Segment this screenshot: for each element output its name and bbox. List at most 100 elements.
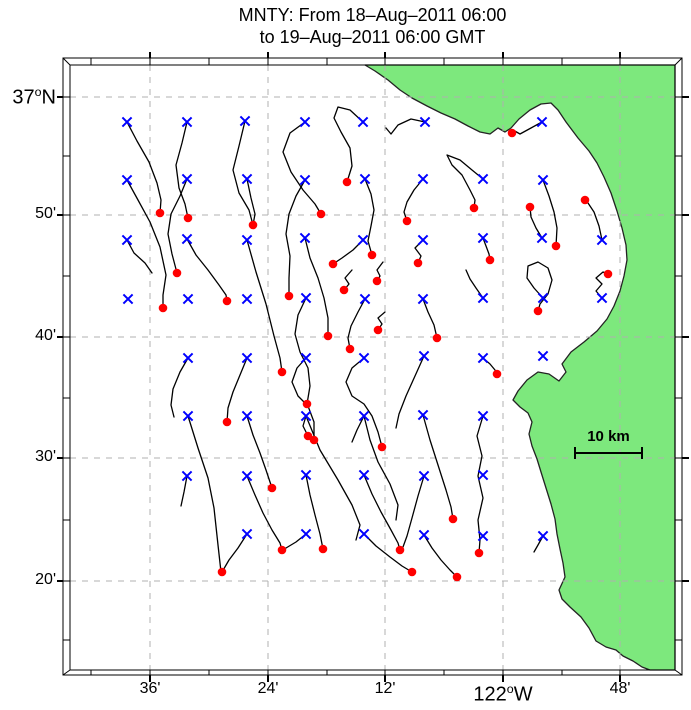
frame-corner (62, 669, 71, 676)
start-x-marker (417, 173, 429, 185)
start-x-marker (358, 352, 370, 364)
x-tick-label: 24' (257, 680, 279, 697)
trajectory-path (126, 239, 153, 274)
end-dot-marker (277, 545, 287, 555)
end-dot-marker (533, 306, 543, 316)
start-x-marker (358, 410, 370, 422)
trajectory-path (584, 199, 603, 241)
trajectory-path (422, 298, 438, 339)
trajectory-path (285, 179, 306, 297)
start-x-marker (181, 173, 193, 185)
start-x-marker (477, 173, 489, 185)
end-dot-marker (603, 269, 613, 279)
end-dot-marker (284, 291, 294, 301)
trajectory-path (529, 206, 543, 239)
trajectory-path (395, 355, 425, 429)
frame-corner (62, 57, 71, 66)
end-dot-marker (172, 268, 182, 278)
start-x-marker (477, 410, 489, 422)
end-dot-marker (328, 259, 338, 269)
start-x-marker (417, 234, 429, 246)
start-x-marker (359, 173, 371, 185)
start-x-marker (181, 233, 193, 245)
end-dot-marker (267, 483, 277, 493)
start-x-marker (418, 350, 430, 362)
start-x-marker (182, 410, 194, 422)
end-dot-marker (342, 177, 352, 187)
start-x-marker (121, 234, 133, 246)
trajectory-path (126, 179, 167, 309)
end-dot-marker (580, 195, 590, 205)
end-dot-marker (551, 241, 561, 251)
start-x-marker (300, 410, 312, 422)
start-x-marker (357, 116, 369, 128)
trajectory-path (333, 106, 364, 183)
trajectory-path (351, 415, 365, 443)
start-x-marker (239, 115, 251, 127)
end-dot-marker (492, 369, 502, 379)
start-x-marker (300, 469, 312, 481)
start-x-marker (477, 232, 489, 244)
start-x-marker (182, 352, 194, 364)
trajectory-path (595, 271, 609, 299)
trajectory-path (126, 121, 162, 214)
trajectory-path (511, 121, 543, 135)
trajectory-path (232, 120, 254, 226)
frame-inner (69, 64, 676, 671)
end-dot-marker (318, 544, 328, 554)
end-dot-marker (474, 548, 484, 558)
end-dot-marker (277, 367, 287, 377)
start-x-marker (537, 292, 549, 304)
trajectory-path (305, 474, 324, 550)
trajectory-path (476, 415, 484, 554)
end-dot-marker (373, 325, 383, 335)
end-dot-marker (525, 202, 535, 212)
start-x-marker (241, 352, 253, 364)
landmass-coastline (364, 64, 676, 671)
trajectory-path (363, 474, 401, 551)
x-tick-label: 12' (374, 680, 396, 697)
end-dot-marker (448, 514, 458, 524)
start-x-marker (418, 470, 430, 482)
start-x-marker (299, 116, 311, 128)
end-dot-marker (302, 399, 312, 409)
end-dot-marker (469, 203, 479, 213)
trajectory-path (465, 269, 484, 299)
trajectory-path (364, 178, 375, 256)
start-x-marker (300, 352, 312, 364)
start-x-marker (241, 470, 253, 482)
end-dot-marker (323, 331, 333, 341)
end-dot-marker (222, 296, 232, 306)
trajectory-path (304, 237, 329, 337)
start-x-marker (536, 116, 548, 128)
end-dot-marker (183, 213, 193, 223)
trajectory-path (305, 415, 361, 541)
start-x-marker (358, 528, 370, 540)
end-dot-marker (395, 545, 405, 555)
trajectory-path (246, 239, 283, 373)
y-tick-label: 37oN (12, 85, 56, 109)
start-x-marker (241, 410, 253, 422)
trajectory-path (175, 121, 189, 219)
y-tick-label: 40' (35, 327, 56, 344)
scale-bar-label: 10 km (587, 428, 630, 445)
end-dot-marker (402, 216, 412, 226)
trajectory-path (282, 121, 322, 215)
trajectory-path (246, 475, 283, 551)
end-dot-marker (217, 567, 227, 577)
end-dot-marker (407, 567, 417, 577)
end-dot-marker (248, 220, 258, 230)
start-x-marker (299, 174, 311, 186)
start-x-marker (537, 174, 549, 186)
frame-corner (674, 669, 683, 676)
end-dot-marker (367, 250, 377, 260)
trajectory-path (423, 534, 458, 578)
start-x-marker (596, 234, 608, 246)
end-dot-marker (372, 276, 382, 286)
start-x-marker (182, 293, 194, 305)
trajectory-path (246, 415, 273, 489)
y-tick-label: 50' (35, 205, 56, 222)
start-x-marker (537, 530, 549, 542)
